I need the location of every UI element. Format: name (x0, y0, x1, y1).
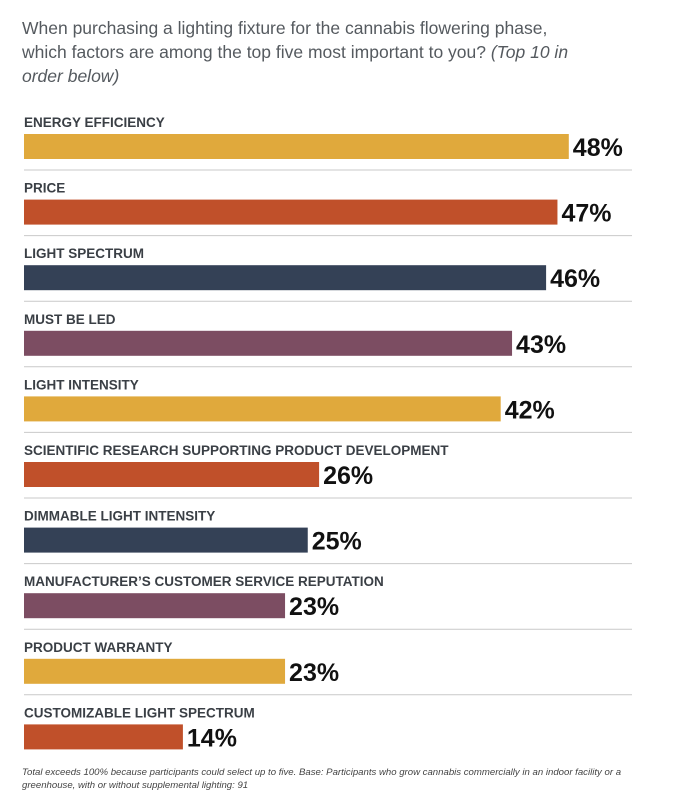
bar (24, 199, 558, 225)
value-label: 47% (561, 200, 611, 228)
category-label: PRODUCT WARRANTY (24, 640, 173, 655)
value-label: 25% (312, 528, 362, 556)
footnote: Total exceeds 100% because participants … (22, 767, 622, 791)
category-label: LIGHT INTENSITY (24, 377, 139, 392)
value-label: 23% (289, 593, 339, 621)
bar (24, 658, 286, 684)
value-label: 46% (550, 265, 600, 293)
question-note: (Top 10 in order below) (22, 42, 569, 86)
bar (24, 330, 513, 356)
bar (24, 134, 569, 159)
value-label: 43% (516, 331, 566, 359)
value-label: 42% (505, 396, 555, 424)
bar (24, 462, 320, 487)
category-label: SCIENTIFIC RESEARCH SUPPORTING PRODUCT D… (24, 443, 449, 458)
category-label: PRICE (24, 181, 65, 196)
category-label: LIGHT SPECTRUM (24, 246, 144, 261)
category-label: DIMMABLE LIGHT INTENSITY (24, 509, 215, 524)
bar (24, 724, 183, 750)
value-label: 23% (289, 659, 339, 687)
bar (24, 527, 308, 553)
bar (24, 265, 547, 291)
question-text: When purchasing a lighting fixture for t… (22, 18, 548, 62)
chart-question: When purchasing a lighting fixture for t… (22, 16, 582, 88)
category-label: MANUFACTURER’S CUSTOMER SERVICE REPUTATI… (24, 574, 384, 589)
category-label: ENERGY EFFICIENCY (24, 115, 165, 130)
category-label: MUST BE LED (24, 312, 116, 327)
category-label: CUSTOMIZABLE LIGHT SPECTRUM (24, 705, 255, 720)
bar (24, 396, 501, 422)
value-label: 48% (573, 134, 623, 162)
bar (24, 593, 286, 619)
value-label: 26% (323, 462, 373, 490)
value-label: 14% (187, 724, 237, 752)
